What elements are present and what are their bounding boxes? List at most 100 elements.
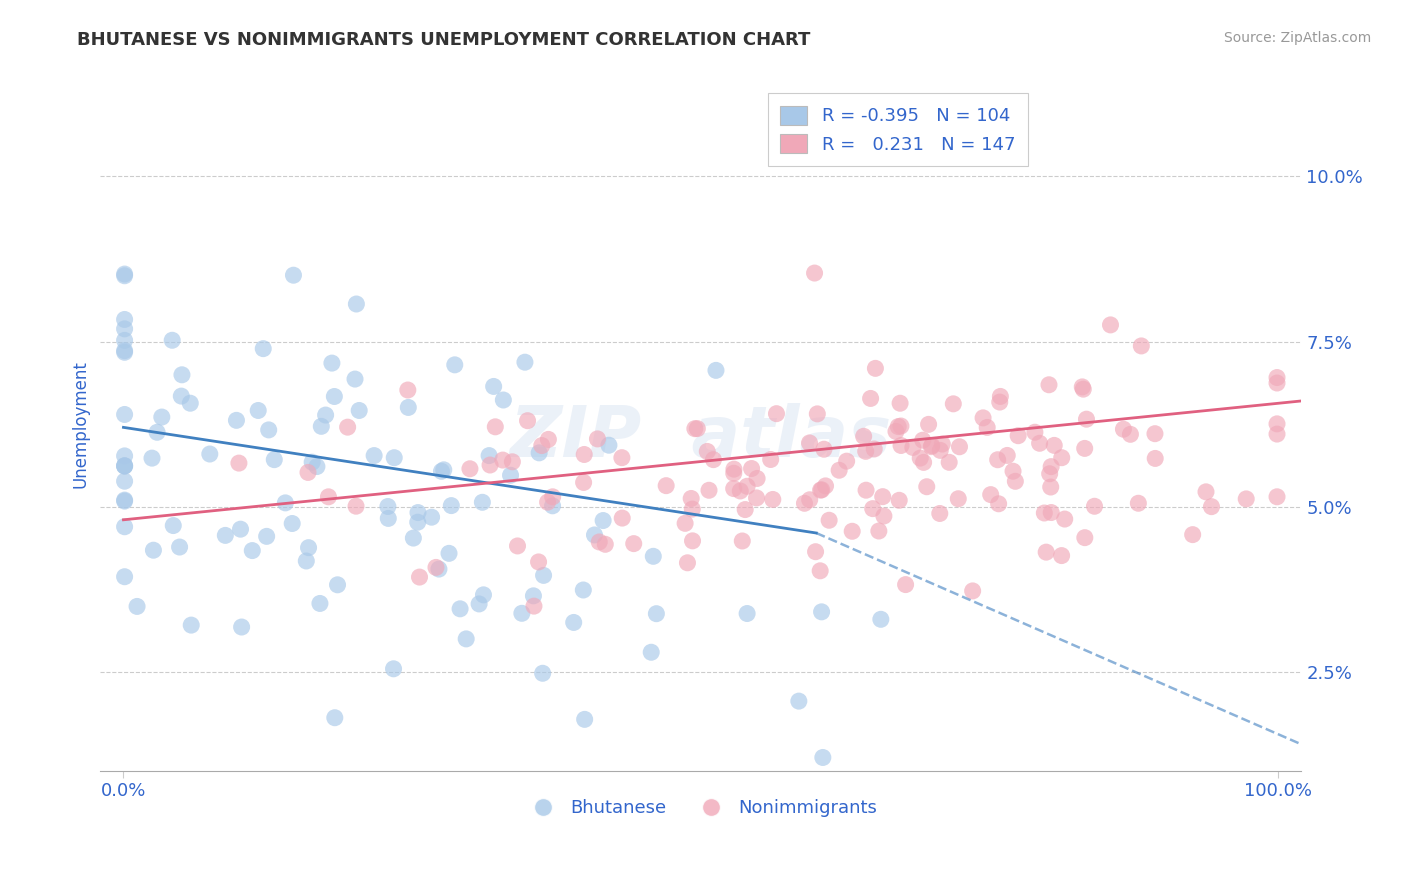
Point	[179, 396, 201, 410]
Point	[336, 420, 359, 434]
Point	[828, 463, 851, 477]
Point	[1265, 490, 1288, 504]
Point	[506, 539, 529, 553]
Point	[814, 479, 837, 493]
Point	[363, 449, 385, 463]
Point	[765, 407, 787, 421]
Point	[523, 599, 546, 614]
Point	[281, 516, 304, 531]
Point	[980, 488, 1002, 502]
Point	[142, 543, 165, 558]
Point	[256, 529, 278, 543]
Point	[1073, 442, 1095, 456]
Point	[344, 297, 367, 311]
Point	[479, 458, 502, 472]
Point	[114, 570, 136, 584]
Point	[686, 422, 709, 436]
Point	[811, 750, 834, 764]
Point	[595, 537, 617, 551]
Point	[990, 389, 1012, 403]
Point	[972, 410, 994, 425]
Point	[702, 452, 724, 467]
Point	[114, 458, 136, 473]
Point	[533, 568, 555, 582]
Point	[150, 410, 173, 425]
Point	[513, 355, 536, 369]
Point	[1265, 376, 1288, 390]
Point	[114, 474, 136, 488]
Point	[344, 499, 367, 513]
Point	[588, 535, 610, 549]
Point	[527, 555, 550, 569]
Point	[592, 514, 614, 528]
Point	[492, 453, 515, 467]
Point	[841, 524, 863, 539]
Point	[929, 443, 952, 458]
Point	[468, 597, 491, 611]
Point	[745, 471, 768, 485]
Point	[522, 589, 544, 603]
Point	[541, 490, 564, 504]
Point	[735, 607, 758, 621]
Point	[962, 583, 984, 598]
Point	[402, 531, 425, 545]
Point	[406, 515, 429, 529]
Point	[263, 452, 285, 467]
Point	[170, 368, 193, 382]
Point	[741, 461, 763, 475]
Point	[377, 511, 399, 525]
Point	[510, 607, 533, 621]
Point	[1039, 480, 1062, 494]
Point	[530, 439, 553, 453]
Point	[228, 456, 250, 470]
Point	[810, 483, 832, 497]
Point	[114, 268, 136, 283]
Point	[759, 452, 782, 467]
Point	[125, 599, 148, 614]
Point	[482, 379, 505, 393]
Point	[472, 588, 495, 602]
Point	[1074, 531, 1097, 545]
Point	[501, 455, 523, 469]
Point	[948, 440, 970, 454]
Point	[818, 513, 841, 527]
Point	[928, 507, 950, 521]
Point	[1040, 459, 1063, 474]
Point	[318, 490, 340, 504]
Point	[1099, 318, 1122, 332]
Point	[499, 468, 522, 483]
Point	[1181, 527, 1204, 541]
Point	[377, 500, 399, 514]
Point	[793, 496, 815, 510]
Point	[894, 577, 917, 591]
Point	[813, 442, 835, 457]
Point	[114, 458, 136, 473]
Point	[810, 605, 832, 619]
Point	[931, 437, 953, 451]
Point	[873, 508, 896, 523]
Point	[1002, 464, 1025, 478]
Point	[114, 459, 136, 474]
Point	[1265, 417, 1288, 431]
Point	[723, 467, 745, 481]
Point	[863, 442, 886, 456]
Point	[799, 492, 821, 507]
Point	[471, 495, 494, 509]
Point	[915, 480, 938, 494]
Point	[433, 463, 456, 477]
Point	[274, 496, 297, 510]
Point	[1033, 506, 1056, 520]
Point	[987, 452, 1010, 467]
Point	[987, 497, 1010, 511]
Point	[762, 492, 785, 507]
Point	[868, 524, 890, 538]
Point	[309, 597, 332, 611]
Point	[443, 358, 465, 372]
Point	[696, 444, 718, 458]
Point	[908, 451, 931, 466]
Point	[988, 395, 1011, 409]
Point	[484, 419, 506, 434]
Point	[865, 361, 887, 376]
Point	[731, 533, 754, 548]
Point	[541, 499, 564, 513]
